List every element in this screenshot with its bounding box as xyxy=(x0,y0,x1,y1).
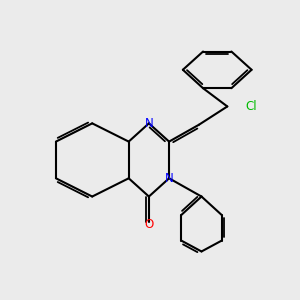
Text: N: N xyxy=(165,172,173,185)
Text: N: N xyxy=(145,117,153,130)
Text: O: O xyxy=(144,218,154,231)
Text: Cl: Cl xyxy=(246,100,257,113)
